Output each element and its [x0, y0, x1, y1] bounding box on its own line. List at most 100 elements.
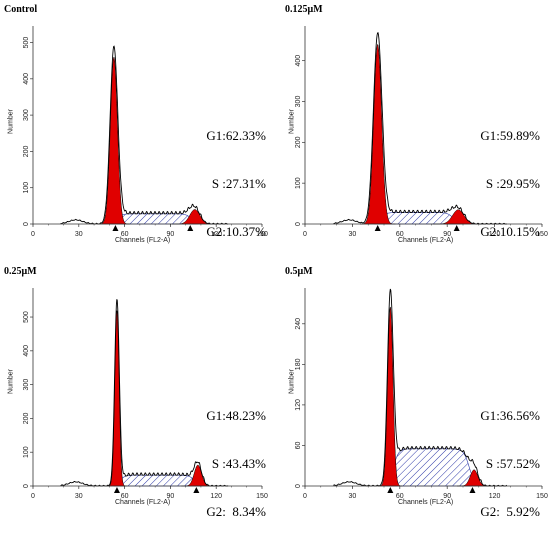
- y-tick-label: 0: [23, 484, 30, 488]
- g2-stat: G2:10.37%: [206, 224, 266, 239]
- x-tick-label: 60: [396, 231, 404, 238]
- x-tick-label: 60: [121, 231, 129, 238]
- y-tick-label: 100: [295, 177, 302, 189]
- y-tick-label: 100: [23, 182, 30, 194]
- x-tick-label: 30: [349, 231, 357, 238]
- histogram-plot: 0 30 60 90 120 150 0 60 120 180 240: [295, 288, 548, 500]
- s-stat: S :57.52%: [485, 456, 540, 471]
- x-tick-label: 150: [536, 493, 548, 500]
- histogram-plot: 0 30 60 90 120 150 0 100 200 300 400 500: [23, 288, 268, 500]
- gate-marker: [374, 225, 381, 231]
- x-tick-label: 150: [536, 231, 548, 238]
- y-tick-label: 0: [295, 222, 302, 226]
- y-tick-label: 500: [23, 311, 30, 323]
- y-tick-label: 180: [295, 358, 302, 370]
- histogram-panel-control: 0 30 60 90 120 150 0 100 200 300 400 500 Control Nu…: [0, 0, 275, 260]
- y-tick-label: 500: [23, 37, 30, 49]
- g1-peak: [107, 310, 127, 487]
- y-tick-label: 400: [23, 345, 30, 357]
- s-stat: S :43.43%: [211, 456, 266, 471]
- gate-marker: [469, 487, 476, 493]
- y-axis-label: Number: [7, 109, 15, 134]
- x-axis-label: Channels (FL2-A): [115, 499, 171, 506]
- x-tick-label: 90: [443, 493, 451, 500]
- y-tick-label: 300: [23, 379, 30, 391]
- panel-title: 0.25μM: [4, 266, 37, 277]
- gate-marker: [112, 225, 119, 231]
- s-phase-area: [113, 474, 202, 487]
- histogram-panel-0-25um: 0 30 60 90 120 150 0 100 200 300 400 500 0.25μM Num…: [0, 260, 275, 520]
- panel-title: Control: [4, 4, 38, 15]
- y-tick-label: 60: [295, 441, 302, 449]
- x-tick-label: 90: [443, 231, 451, 238]
- g1-peak: [377, 306, 403, 487]
- x-axis-label: Channels (FL2-A): [115, 237, 171, 244]
- g1-stat: G1:36.56%: [480, 408, 540, 423]
- g2-stat: G2:10.15%: [480, 224, 540, 239]
- cell-cycle-stats: G1:62.33% S :27.31% G2:10.37%: [166, 96, 266, 272]
- x-tick-label: 90: [167, 231, 175, 238]
- g1-peak: [359, 43, 396, 225]
- x-tick-label: 150: [256, 231, 268, 238]
- g1-stat: G1:62.33%: [206, 128, 266, 143]
- x-tick-label: 120: [489, 493, 501, 500]
- histogram-plot: 0 30 60 90 120 150 0 100 200 300 400: [295, 26, 548, 238]
- y-tick-label: 300: [295, 96, 302, 108]
- y-tick-label: 0: [295, 484, 302, 488]
- y-axis-label: Number: [288, 369, 296, 394]
- x-tick-label: 30: [75, 231, 83, 238]
- panel-title: 0.125μM: [285, 4, 323, 15]
- data-trace: [333, 288, 508, 487]
- x-tick-label: 90: [167, 493, 175, 500]
- y-tick-label: 400: [295, 55, 302, 67]
- data-trace: [60, 45, 229, 225]
- s-stat: S :29.95%: [485, 176, 540, 191]
- gate-marker: [193, 487, 200, 493]
- x-tick-label: 60: [396, 493, 404, 500]
- gate-marker: [453, 225, 460, 231]
- y-tick-label: 200: [23, 145, 30, 157]
- s-stat: S :27.31%: [211, 176, 266, 191]
- g2-stat: G2: 5.92%: [480, 504, 540, 519]
- panel-title: 0.5μM: [285, 266, 313, 277]
- g1-peak: [97, 56, 130, 225]
- s-phase-area: [374, 212, 461, 225]
- x-tick-label: 0: [31, 493, 35, 500]
- x-tick-label: 0: [303, 231, 307, 238]
- g1-stat: G1:48.23%: [206, 408, 266, 423]
- y-tick-label: 200: [295, 136, 302, 148]
- cell-cycle-stats: G1:48.23% S :43.43% G2: 8.34%: [166, 376, 266, 552]
- x-axis-label: Channels (FL2-A): [398, 237, 454, 244]
- s-phase-area: [110, 213, 199, 225]
- y-axis-label: Number: [7, 369, 15, 394]
- y-tick-label: 300: [23, 109, 30, 121]
- cell-cycle-stats: G1:36.56% S :57.52% G2: 5.92%: [440, 376, 540, 552]
- x-tick-label: 120: [210, 231, 222, 238]
- gate-marker: [113, 487, 120, 493]
- y-tick-label: 240: [295, 318, 302, 330]
- g1-stat: G1:59.89%: [480, 128, 540, 143]
- x-tick-label: 60: [121, 493, 129, 500]
- gate-marker: [387, 487, 394, 493]
- x-tick-label: 30: [349, 493, 357, 500]
- y-tick-label: 100: [23, 446, 30, 458]
- histogram-plot: 0 30 60 90 120 150 0 100 200 300 400 500: [23, 26, 268, 238]
- cell-cycle-stats: G1:59.89% S :29.95% G2:10.15%: [440, 96, 540, 272]
- data-trace: [60, 299, 229, 487]
- y-axis-label: Number: [288, 109, 296, 134]
- y-tick-label: 200: [23, 412, 30, 424]
- x-tick-label: 0: [303, 493, 307, 500]
- x-axis-label: Channels (FL2-A): [398, 499, 454, 506]
- data-trace: [333, 32, 507, 225]
- x-tick-label: 150: [256, 493, 268, 500]
- y-tick-label: 0: [23, 222, 30, 226]
- y-tick-label: 120: [295, 399, 302, 411]
- gate-marker: [187, 225, 194, 231]
- x-tick-label: 120: [489, 231, 501, 238]
- y-tick-label: 400: [23, 73, 30, 85]
- x-tick-label: 120: [210, 493, 222, 500]
- histogram-panel-0-125um: 0 30 60 90 120 150 0 100 200 300 400 0.125μM Numbe…: [275, 0, 550, 260]
- x-tick-label: 30: [75, 493, 83, 500]
- x-tick-label: 0: [31, 231, 35, 238]
- g2-stat: G2: 8.34%: [206, 504, 266, 519]
